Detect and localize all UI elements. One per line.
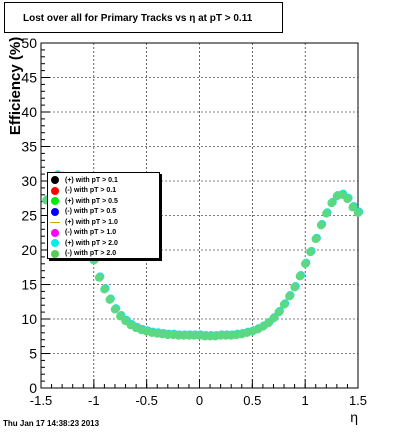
y-tick-label: 40 bbox=[21, 104, 37, 120]
y-tick-label: 15 bbox=[21, 277, 37, 293]
legend-label: (+) with pT > 0.1 bbox=[65, 176, 118, 184]
x-axis-label: η bbox=[350, 409, 358, 425]
x-tick-label: -1.5 bbox=[30, 393, 52, 408]
y-tick-label: 50 bbox=[21, 35, 37, 51]
data-point bbox=[322, 209, 331, 218]
x-tick-label: -1 bbox=[88, 393, 100, 408]
legend-marker bbox=[51, 197, 59, 206]
legend-item: (-) with pT > 0.1 bbox=[48, 186, 159, 197]
y-tick-label: 25 bbox=[21, 208, 37, 224]
y-tick-label: 30 bbox=[21, 173, 37, 189]
x-tick-label: 0.5 bbox=[243, 393, 261, 408]
legend-marker bbox=[50, 221, 60, 223]
data-point bbox=[348, 203, 357, 212]
legend-marker bbox=[51, 249, 59, 258]
legend-item: (-) with pT > 1.0 bbox=[48, 228, 159, 239]
tick-labels: -1.5 -1 -0.5 0 0.5 1 1.5 0 5 10 15 20 25 30 35 40 45 50 bbox=[21, 35, 367, 408]
x-tick-label: 0 bbox=[196, 393, 203, 408]
data-point bbox=[110, 305, 120, 314]
y-tick-label: 10 bbox=[21, 311, 37, 327]
data-point bbox=[279, 300, 289, 309]
legend-item: (-) with pT > 0.5 bbox=[48, 207, 159, 218]
data-point bbox=[100, 285, 109, 294]
timestamp-footer: Thu Jan 17 14:38:23 2013 bbox=[3, 419, 100, 428]
legend-label: (+) with pT > 2.0 bbox=[65, 239, 118, 247]
legend-item: (+) with pT > 0.1 bbox=[48, 175, 159, 186]
y-tick-label: 20 bbox=[21, 242, 37, 258]
data-point bbox=[285, 292, 294, 301]
data-point bbox=[290, 283, 299, 292]
data-point bbox=[300, 259, 310, 268]
data-point bbox=[295, 272, 305, 281]
data-point bbox=[105, 295, 114, 304]
legend-item: (+) with pT > 0.5 bbox=[48, 196, 159, 207]
legend: (+) with pT > 0.1 (-) with pT > 0.1 (+) wi… bbox=[47, 172, 160, 259]
y-tick-label: 5 bbox=[29, 346, 37, 362]
legend-label: (-) with pT > 0.1 bbox=[65, 187, 117, 195]
data-point bbox=[94, 273, 104, 282]
chart-title: Lost over all for Primary Tracks vs η at… bbox=[4, 2, 283, 33]
y-tick-label: 45 bbox=[21, 70, 37, 86]
legend-label: (-) with pT > 0.5 bbox=[65, 208, 117, 216]
legend-label: (-) with pT > 2.0 bbox=[65, 250, 117, 258]
legend-label: (+) with pT > 1.0 bbox=[65, 218, 118, 226]
y-tick-label: 0 bbox=[29, 380, 37, 396]
y-axis-label: Efficiency (%) bbox=[7, 37, 24, 135]
x-tick-label: 1.5 bbox=[349, 393, 367, 408]
data-point bbox=[343, 194, 352, 204]
legend-marker bbox=[51, 207, 59, 216]
legend-label: (+) with pT > 0.5 bbox=[65, 197, 118, 205]
data-point bbox=[274, 307, 283, 317]
data-point bbox=[353, 208, 363, 217]
data-point bbox=[269, 314, 278, 323]
legend-marker bbox=[51, 228, 59, 237]
x-tick-label: -0.5 bbox=[135, 393, 157, 408]
legend-item: (+) with pT > 2.0 bbox=[48, 238, 159, 249]
data-point bbox=[316, 220, 326, 230]
data-point bbox=[327, 198, 336, 208]
legend-marker bbox=[51, 186, 59, 195]
legend-label: (-) with pT > 1.0 bbox=[65, 229, 117, 237]
legend-marker bbox=[51, 239, 59, 248]
data-point bbox=[306, 247, 315, 257]
y-tick-label: 35 bbox=[21, 139, 37, 155]
x-tick-label: 1 bbox=[302, 393, 309, 408]
legend-marker bbox=[51, 176, 59, 185]
legend-item: (-) with pT > 2.0 bbox=[48, 249, 159, 260]
data-point bbox=[311, 234, 320, 244]
legend-item: (+) with pT > 1.0 bbox=[48, 217, 159, 228]
